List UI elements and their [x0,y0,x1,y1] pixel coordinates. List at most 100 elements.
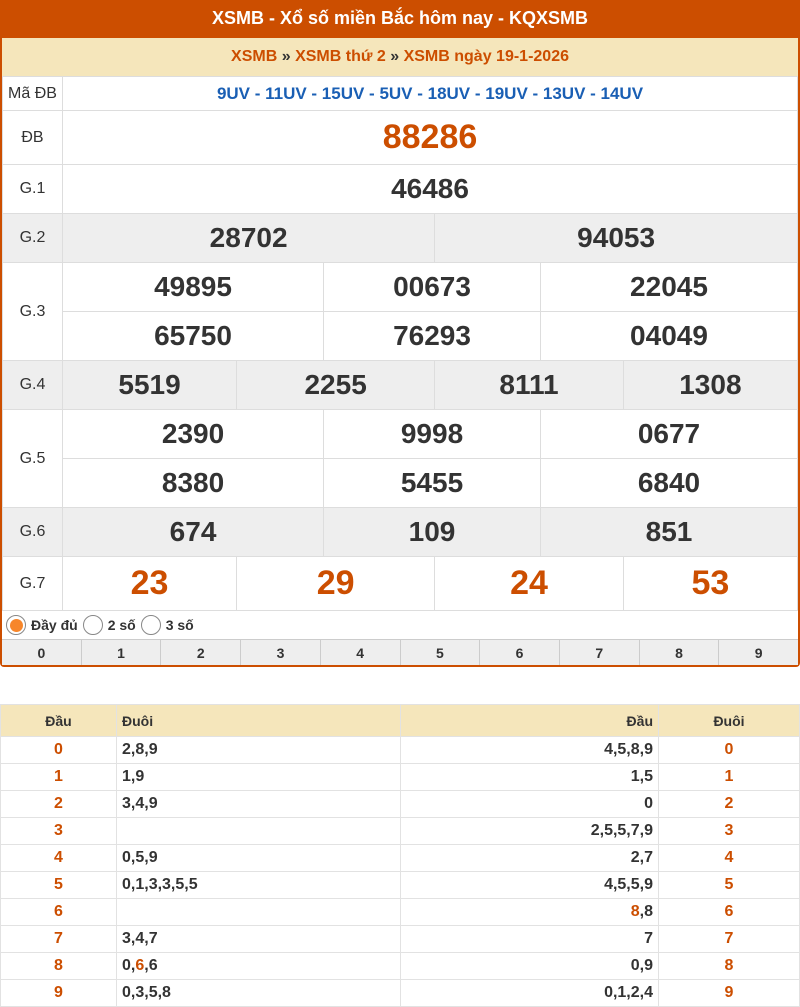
prize-number: 674 [61,507,325,557]
prize-number: 8380 [61,458,325,508]
prize-number: 0677 [539,409,799,459]
dau-cell: 8 [0,952,117,980]
dau-cell: 2 [0,790,117,818]
digit-filter-button[interactable]: 9 [718,640,798,665]
breadcrumb-xsmb-thu-2[interactable]: XSMB thứ 2 [295,48,386,65]
loto-number: 2,8,9 [122,741,158,758]
header-dau: Đầu [0,704,117,737]
prize-number: 65750 [61,311,325,361]
radio-button[interactable] [82,615,103,635]
digit-filter-button[interactable]: 0 [37,645,46,661]
dau-2-cell: 0 [400,790,659,818]
prize-row: G.7 23 29 24 53 [2,556,799,611]
loto-number: ,6 [144,957,158,974]
header-dau-2: Đầu [400,704,659,737]
prize-number: 109 [323,507,541,557]
digit-filter-button[interactable]: 2 [160,640,240,665]
digit-filter-button[interactable]: 3 [240,640,320,665]
prize-label: G.1 [2,164,63,214]
loto-number: 0,1,2,4 [604,984,653,1001]
breadcrumb-xsmb[interactable]: XSMB [231,48,278,65]
loto-number: ,8 [639,903,653,920]
breadcrumb-date[interactable]: XSMB ngày 19-1-2026 [403,48,569,65]
prize-row: G.6 674 109 851 [2,507,799,557]
dau-2-cell: 2,5,5,7,9 [400,817,659,845]
prize-number: 22045 [539,262,799,312]
prize-number: 49895 [61,262,325,312]
dau-2-cell: 4,5,8,9 [400,736,659,764]
dau-cell: 4 [0,844,117,872]
prize-number: 28702 [61,213,436,263]
duoi-cell: 3,4,9 [116,790,401,818]
loto-number: 0 [644,795,653,812]
duoi-2-cell: 7 [658,925,800,953]
duoi-2-cell: 8 [658,952,800,980]
loto-number: 4,5,8,9 [604,741,653,758]
digit-filter-button[interactable]: 1 [80,640,161,665]
radio-label[interactable]: 3 số [165,617,194,633]
duoi-cell [116,898,401,926]
loto-number: 0,9 [630,957,653,974]
duoi-cell: 0,3,5,8 [116,979,401,1007]
digit-filter-button[interactable]: 8 [638,640,719,665]
dau-2-cell: 2,7 [400,844,659,872]
loto-row: 9 0,3,5,8 0,1,2,4 9 [0,979,800,1007]
dau-cell: 1 [0,763,117,791]
prize-label: G.3 [2,262,63,361]
prize-number: 2390 [61,409,325,459]
duoi-cell: 0,1,3,3,5,5 [116,871,401,899]
prize-number: 1308 [622,360,799,410]
prize-label: G.2 [2,213,63,263]
prize-number: 94053 [434,213,798,263]
loto-number: 0,3,5,8 [122,984,171,1001]
radio-button[interactable] [140,615,161,635]
loto-row: 4 0,5,9 2,7 4 [0,844,800,872]
digit-filter-button[interactable]: 6 [479,640,559,665]
dau-cell: 0 [0,736,117,764]
prize-row: G.4 5519 2255 8111 1308 [2,360,799,410]
prize-number: 53 [622,556,799,611]
duoi-2-cell: 4 [658,844,800,872]
duoi-cell: 1,9 [116,763,401,791]
duoi-2-cell: 1 [658,763,800,791]
duoi-cell: 0,5,9 [116,844,401,872]
prize-label: G.5 [2,409,63,508]
radio-label[interactable]: 2 số [107,617,136,633]
digit-filter-button[interactable]: 5 [399,640,480,665]
duoi-2-cell: 2 [658,790,800,818]
loto-table: Đầu Đuôi Đầu Đuôi 0 2,8,9 4,5,8,9 0 1 1,9 1,5 1… [0,704,800,1007]
digit-filter-button[interactable]: 4 [319,640,400,665]
duoi-2-cell: 5 [658,871,800,899]
loto-number: 6 [135,957,145,974]
prize-number: 9998 [323,409,541,459]
dau-2-cell: 1,5 [400,763,659,791]
radio-label[interactable]: Đầy đủ [31,617,78,633]
dau-2-cell: 7 [400,925,659,953]
prize-number: 76293 [323,311,541,361]
duoi-2-cell: 3 [658,817,800,845]
prize-label: G.6 [2,507,63,557]
dau-2-cell: 8,8 [400,898,659,926]
dau-2-cell: 0,1,2,4 [400,979,659,1007]
ma-db-label: Mã ĐB [2,76,63,111]
loto-number: 1,9 [122,768,145,785]
prize-row: G.2 28702 94053 [2,213,798,263]
prize-number: 6840 [539,458,799,508]
prize-number: 00673 [323,262,541,312]
radio-button[interactable] [6,615,26,635]
prize-number: 23 [61,556,238,611]
digit-filter-button[interactable]: 7 [558,640,639,665]
loto-number: 0,1,3,3,5,5 [122,876,198,893]
ma-db-value: 9UV - 11UV - 15UV - 5UV - 18UV - 19UV - … [62,76,798,111]
prize-number: 04049 [539,311,799,361]
breadcrumb: XSMB » XSMB thứ 2 » XSMB ngày 19-1-2026 [2,38,798,76]
loto-row: 5 0,1,3,3,5,5 4,5,5,9 5 [0,871,800,899]
prize-number: 851 [539,507,799,557]
duoi-cell [116,817,401,845]
results-panel: XSMB - Xổ số miền Bắc hôm nay - KQXSMB X… [0,0,800,667]
duoi-2-cell: 0 [658,736,800,764]
prize-label: G.7 [2,556,63,611]
duoi-cell: 0,6,6 [116,952,401,980]
loto-number: 8 [630,903,640,920]
